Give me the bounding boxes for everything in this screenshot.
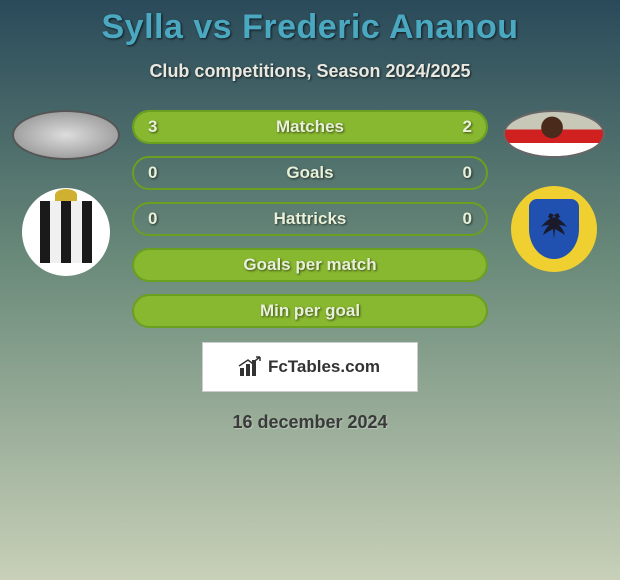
stat-value-right: 2 (463, 117, 472, 137)
stat-bar: 0 Goals 0 (132, 156, 488, 190)
stat-value-left: 3 (148, 117, 157, 137)
stat-value-right: 0 (463, 209, 472, 229)
page-title: Sylla vs Frederic Ananou (0, 8, 620, 47)
stat-bar: 0 Hattricks 0 (132, 202, 488, 236)
watermark-box: FcTables.com (202, 342, 418, 392)
shield-stripes (40, 201, 92, 263)
chart-icon (240, 358, 262, 376)
stat-label: Goals per match (243, 255, 376, 275)
title-vs: vs (193, 8, 232, 46)
stat-label: Matches (276, 117, 344, 137)
stats-column: 3 Matches 2 0 Goals 0 0 Hattricks 0 Goals per mat… (126, 110, 494, 328)
stat-value-left: 0 (148, 209, 157, 229)
stvv-badge-icon (511, 186, 597, 272)
stat-label: Hattricks (274, 209, 347, 229)
stat-bar: Min per goal (132, 294, 488, 328)
footer: FcTables.com 16 december 2024 (0, 342, 620, 433)
subtitle: Club competitions, Season 2024/2025 (0, 61, 620, 82)
eagle-icon (535, 211, 573, 248)
stat-label: Goals (286, 163, 333, 183)
stvv-shield-icon (529, 199, 579, 259)
avatar-image (505, 112, 603, 156)
right-column (494, 110, 614, 272)
content-row: 3 Matches 2 0 Goals 0 0 Hattricks 0 Goals per mat… (0, 110, 620, 328)
team-right-badge (511, 186, 597, 272)
team-left-badge (22, 188, 110, 276)
stat-bar: Goals per match (132, 248, 488, 282)
left-column (6, 110, 126, 276)
stat-value-right: 0 (463, 163, 472, 183)
watermark-text: FcTables.com (268, 357, 380, 377)
stat-label: Min per goal (260, 301, 360, 321)
stat-bar: 3 Matches 2 (132, 110, 488, 144)
crown-icon (55, 189, 77, 201)
stat-value-left: 0 (148, 163, 157, 183)
page: Sylla vs Frederic Ananou Club competitio… (0, 0, 620, 433)
player-left-name: Sylla (101, 8, 183, 46)
player-right-avatar (503, 110, 605, 158)
date-text: 16 december 2024 (232, 412, 387, 433)
shield-icon (40, 201, 92, 263)
player-left-avatar (12, 110, 120, 160)
player-right-name: Frederic Ananou (242, 8, 518, 46)
